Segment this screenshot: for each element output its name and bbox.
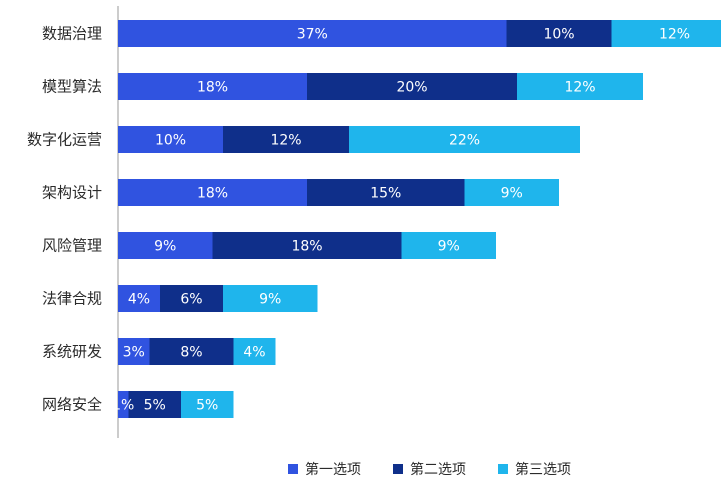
segment-value-label: 9% <box>259 292 281 308</box>
bar-segment <box>307 179 465 206</box>
category-label: 架构设计 <box>42 184 102 202</box>
bar-segment <box>118 179 307 206</box>
segment-value-label: 9% <box>154 239 176 255</box>
bar-segment <box>517 73 643 100</box>
segment-value-label: 10% <box>155 133 186 149</box>
bar-segment <box>349 126 580 153</box>
segment-value-label: 9% <box>438 239 460 255</box>
legend-label: 第二选项 <box>410 461 466 478</box>
segment-value-labels: 37% 10% 12% 18% 20% 12% 10% 12% 22% 18% 15% 9% 9% 18%… <box>112 27 690 414</box>
bar-segment <box>307 73 517 100</box>
bar-segment <box>118 232 213 259</box>
bar-segment <box>128 391 181 418</box>
category-label: 数字化运营 <box>27 131 102 149</box>
bar-segment <box>118 126 223 153</box>
segment-value-label: 15% <box>370 186 401 202</box>
bar-segment <box>118 391 129 418</box>
legend-swatch <box>393 464 403 474</box>
segment-value-label: 18% <box>291 239 322 255</box>
bar-segment <box>233 338 276 365</box>
bar-segment <box>212 232 402 259</box>
segment-value-label: 5% <box>196 398 218 414</box>
category-label: 风险管理 <box>42 237 102 255</box>
segment-value-label: 22% <box>449 133 480 149</box>
bar-segment <box>118 20 507 47</box>
segment-value-label: 18% <box>197 80 228 96</box>
category-label: 法律合规 <box>42 290 102 308</box>
bar-segment <box>118 73 307 100</box>
legend-swatch <box>498 464 508 474</box>
bar-segments <box>118 20 721 418</box>
segment-value-label: 6% <box>180 292 202 308</box>
segment-value-label: 9% <box>501 186 523 202</box>
segment-value-label: 12% <box>659 27 690 43</box>
bar-segment <box>464 179 559 206</box>
bar-segment <box>223 285 318 312</box>
category-label: 网络安全 <box>42 396 102 414</box>
bar-segment <box>223 126 349 153</box>
segment-value-label: 12% <box>270 133 301 149</box>
bar-segment <box>506 20 612 47</box>
legend-swatch <box>288 464 298 474</box>
segment-value-label: 5% <box>144 398 166 414</box>
segment-value-label: 18% <box>197 186 228 202</box>
segment-value-label: 4% <box>243 345 265 361</box>
bar-segment <box>118 338 150 365</box>
category-label: 模型算法 <box>42 78 102 96</box>
segment-value-label: 8% <box>180 345 202 361</box>
legend-label: 第一选项 <box>305 461 361 478</box>
segment-value-label: 37% <box>297 27 328 43</box>
bar-segment <box>401 232 496 259</box>
bar-segment <box>149 338 234 365</box>
segment-value-label: 20% <box>396 80 427 96</box>
segment-value-label: 1% <box>112 398 134 414</box>
bar-segment <box>611 20 721 47</box>
segment-value-label: 12% <box>564 80 595 96</box>
segment-value-label: 4% <box>128 292 150 308</box>
bar-segment <box>160 285 223 312</box>
legend: 第一选项 第二选项 第三选项 <box>288 461 571 478</box>
category-label: 系统研发 <box>42 343 102 361</box>
segment-value-label: 3% <box>123 345 145 361</box>
bar-segment <box>118 285 160 312</box>
category-label: 数据治理 <box>42 25 102 43</box>
bar-segment <box>181 391 234 418</box>
segment-value-label: 10% <box>543 27 574 43</box>
legend-label: 第三选项 <box>515 461 571 478</box>
